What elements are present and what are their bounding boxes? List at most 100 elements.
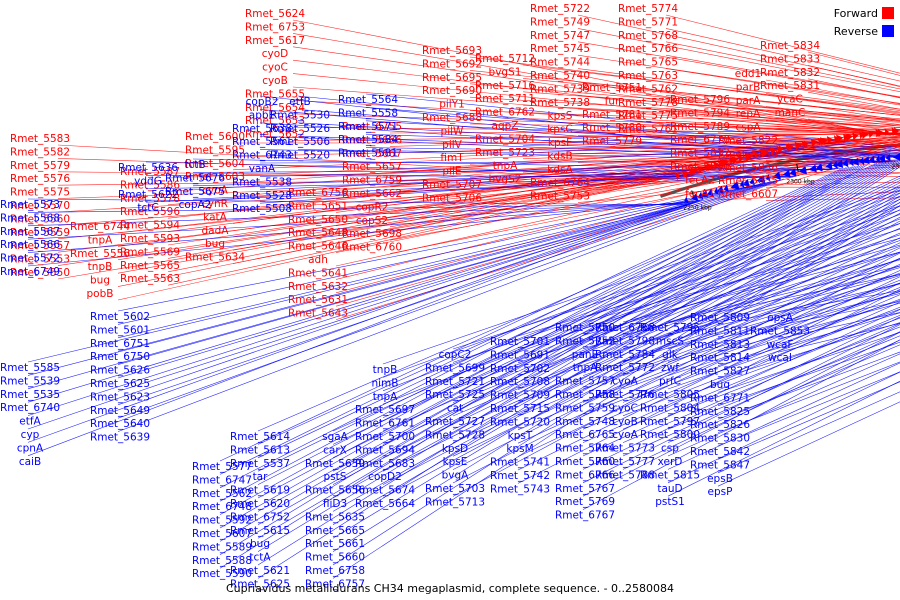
gene-label: Rmet_5632 xyxy=(288,281,348,293)
gene-label: repA xyxy=(736,108,761,120)
gene-feature-arrow xyxy=(697,191,704,200)
gene-label: carX xyxy=(323,444,347,456)
gene-feature-arrow xyxy=(707,188,714,197)
gene-label: cyoC xyxy=(612,402,638,414)
gene-connector xyxy=(517,240,900,377)
gene-label: pstS xyxy=(324,471,347,483)
gene-label: Rmet_5594 xyxy=(120,220,180,232)
gene-connector xyxy=(117,184,760,325)
gene-connector xyxy=(582,331,900,497)
gene-feature-arrow xyxy=(691,193,699,201)
gene-label: pilE xyxy=(442,166,461,178)
gene-label: Rmet_5579 xyxy=(10,160,70,172)
gene-label: Rmet_5659 xyxy=(305,458,365,470)
gene-label: pilV xyxy=(442,139,462,151)
gene-label: Rmet_5573 xyxy=(0,199,60,211)
gene-connector xyxy=(622,306,900,417)
gene-feature-arrow xyxy=(787,143,794,152)
gene-feature-arrow xyxy=(722,158,729,167)
gene-label: Rmet_6752 xyxy=(230,511,290,523)
gene-connector xyxy=(27,203,692,403)
gene-label: dadA xyxy=(202,225,230,237)
gene-label: cyoC xyxy=(262,62,288,74)
gene-label: Rmet_5646 xyxy=(288,241,348,253)
gene-feature-arrow xyxy=(849,158,854,167)
gene-label: Rmet_5567 xyxy=(0,226,60,238)
gene-label: cat xyxy=(447,403,463,415)
gene-connector xyxy=(57,170,709,280)
gene-feature-arrow xyxy=(733,181,740,190)
gene-label: Rmet_5826 xyxy=(690,419,750,431)
gene-connector xyxy=(365,93,900,148)
gene-label: Rmet_5772 xyxy=(595,362,655,374)
gene-connector xyxy=(622,315,900,430)
gene-label: Rmet_5578 xyxy=(120,193,180,205)
legend-reverse-label: Reverse xyxy=(833,24,878,38)
gene-connector xyxy=(389,138,900,187)
gene-connector xyxy=(232,142,840,157)
gene-label: Rmet_5656 xyxy=(305,485,365,497)
gene-label: tnpA xyxy=(373,391,398,403)
gene-label: Rmet_6753 xyxy=(245,21,305,33)
gene-connector xyxy=(717,312,900,366)
gene-connector xyxy=(717,371,900,447)
gene-label: Rmet_5700 xyxy=(355,431,415,443)
gene-label: tctA xyxy=(249,552,271,564)
gene-label: Rmet_5651 xyxy=(288,200,348,212)
gene-label: adh xyxy=(308,254,328,266)
gene-connector xyxy=(382,202,900,432)
gene-connector xyxy=(522,131,900,136)
gene-connector xyxy=(665,68,900,106)
gene-label: Rmet_5557 xyxy=(10,240,70,252)
gene-label: fecA1 xyxy=(685,188,715,200)
gene-label: Rmet_5539 xyxy=(0,375,60,387)
gene-label: Rmet_5613 xyxy=(230,444,290,456)
gene-label: Rmet_5811 xyxy=(690,325,750,337)
gene-label: Rmet_5617 xyxy=(245,35,305,47)
gene-label: Rmet_5622 xyxy=(118,189,178,201)
gene-connector xyxy=(665,121,900,139)
gene-label: Rmet_5766 xyxy=(618,43,678,55)
gene-connector xyxy=(332,205,900,579)
gene-label: Rmet_5776 xyxy=(595,389,655,401)
gene-connector xyxy=(332,190,900,512)
gene-connector xyxy=(665,108,900,130)
gene-label: Rmet_5759 xyxy=(555,402,615,414)
gene-label: fecA2 xyxy=(685,174,715,186)
gene-connector xyxy=(117,158,755,301)
gene-connector xyxy=(629,93,900,121)
gene-label: parB xyxy=(736,81,761,93)
gene-connector xyxy=(667,308,900,390)
gene-label: Rmet_5559 xyxy=(10,227,70,239)
gene-label: sgaA xyxy=(322,431,349,443)
gene-connector xyxy=(27,202,694,240)
gene-connector xyxy=(219,165,862,542)
gene-label: Rmet_5780 xyxy=(582,122,642,134)
reverse-gene-labels: Rmet_5573Rmet_5568Rmet_5567Rmet_5566Rmet… xyxy=(0,94,810,590)
gene-connector xyxy=(777,322,900,353)
gene-connector xyxy=(219,167,844,462)
gene-label: Rmet_5624 xyxy=(245,8,305,20)
gene-connector xyxy=(667,300,900,376)
gene-feature-arrow xyxy=(697,165,704,174)
gene-feature-arrow xyxy=(884,128,889,137)
gene-feature-arrow xyxy=(704,163,709,172)
gene-connector xyxy=(27,204,686,376)
gene-connector xyxy=(622,298,900,403)
gene-connector xyxy=(27,201,697,253)
gene-connector xyxy=(765,160,900,167)
gene-feature-arrow xyxy=(825,161,833,170)
plasmid-backbone xyxy=(660,143,900,198)
gene-label: Rmet_5662 xyxy=(342,188,402,200)
gene-connector xyxy=(717,191,900,201)
gene-label: bug xyxy=(205,238,225,250)
gene-connector xyxy=(777,301,900,326)
gene-connector xyxy=(622,323,900,443)
gene-label: Rmet_5564 xyxy=(338,94,398,106)
gene-label: Rmet_6771 xyxy=(690,392,750,404)
gene-label: Rmet_5655 xyxy=(245,88,305,100)
gene-feature-arrow xyxy=(894,127,900,136)
gene-feature-arrow xyxy=(877,129,884,137)
gene-label: Rmet_5577 xyxy=(192,461,252,473)
gene-label: bug xyxy=(250,538,270,550)
